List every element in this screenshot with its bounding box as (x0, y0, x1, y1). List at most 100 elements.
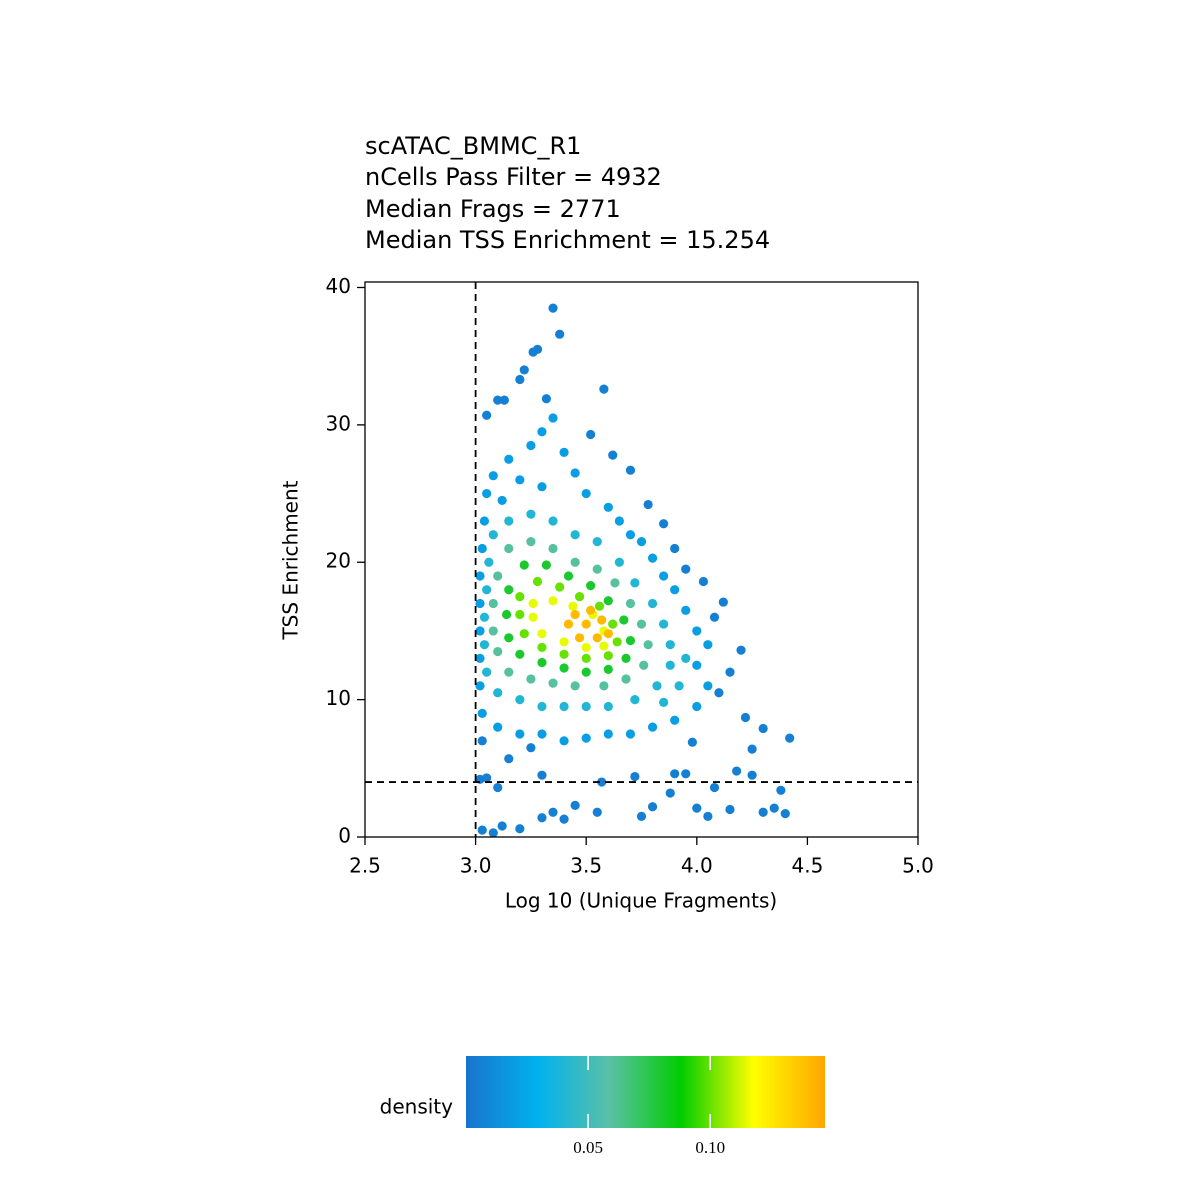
point (559, 637, 569, 647)
point (681, 769, 691, 779)
point (548, 516, 558, 526)
point (630, 771, 640, 782)
point (574, 591, 585, 602)
point (647, 598, 658, 609)
x-tick-label: 3.5 (570, 854, 602, 878)
point (570, 800, 580, 811)
point (614, 557, 624, 567)
point (747, 770, 757, 780)
point (681, 653, 691, 664)
point (687, 737, 697, 747)
point (619, 615, 629, 625)
point (488, 828, 498, 838)
point (515, 695, 525, 705)
point (659, 519, 669, 529)
point (785, 733, 795, 743)
point (625, 465, 636, 475)
point (475, 653, 485, 664)
point (563, 619, 574, 629)
point (625, 530, 636, 540)
point (559, 701, 569, 712)
point (570, 468, 580, 478)
point (570, 609, 580, 620)
point (692, 803, 702, 813)
point (659, 697, 669, 707)
point (479, 640, 490, 650)
point (639, 660, 649, 670)
point (475, 626, 485, 636)
point (643, 640, 653, 650)
point (647, 802, 658, 812)
point (586, 581, 596, 591)
point (592, 633, 602, 643)
point (714, 688, 724, 698)
point (563, 571, 574, 581)
point (581, 642, 591, 653)
point (592, 537, 602, 547)
point (537, 629, 547, 639)
x-tick-label: 5.0 (902, 854, 934, 878)
point (780, 809, 790, 819)
point (647, 722, 658, 732)
point (599, 641, 609, 651)
point (603, 651, 613, 661)
point (493, 571, 503, 581)
point (477, 708, 487, 718)
point (636, 619, 647, 629)
point (603, 664, 613, 675)
point (747, 744, 757, 754)
point (603, 502, 613, 512)
point (692, 701, 702, 712)
point (776, 785, 786, 795)
point (537, 813, 547, 823)
point (559, 736, 569, 746)
point (488, 598, 498, 609)
x-tick-label: 4.0 (681, 854, 713, 878)
point (541, 560, 551, 570)
y-tick-label: 40 (326, 274, 351, 298)
point (548, 543, 558, 554)
title-line: Median Frags = 2771 (365, 195, 621, 223)
point (532, 576, 543, 587)
point (537, 642, 547, 653)
point (621, 674, 631, 684)
point (515, 729, 525, 739)
point (665, 640, 675, 650)
point (732, 766, 742, 776)
x-tick-label: 4.5 (791, 854, 823, 878)
point (475, 681, 485, 691)
point (769, 803, 779, 813)
point (504, 454, 514, 464)
point (574, 633, 585, 643)
point (568, 601, 578, 611)
point (630, 695, 640, 705)
y-tick-label: 20 (326, 549, 351, 573)
point (659, 571, 669, 581)
point (477, 825, 487, 835)
point (603, 701, 613, 712)
point (537, 657, 547, 668)
point (493, 688, 503, 698)
point (599, 681, 609, 691)
point (621, 653, 631, 664)
point (659, 619, 669, 629)
point (608, 450, 618, 460)
point (594, 601, 605, 611)
point (740, 712, 751, 723)
point (592, 807, 602, 817)
point (515, 475, 525, 485)
point (736, 645, 746, 655)
point (493, 646, 503, 657)
point (548, 303, 558, 313)
point (504, 754, 514, 764)
point (475, 598, 485, 609)
point (603, 729, 613, 739)
point (758, 723, 768, 734)
point (636, 811, 647, 821)
y-tick-label: 30 (326, 411, 351, 435)
point (643, 499, 653, 510)
point (479, 516, 490, 526)
point (504, 585, 514, 595)
point (581, 619, 591, 629)
